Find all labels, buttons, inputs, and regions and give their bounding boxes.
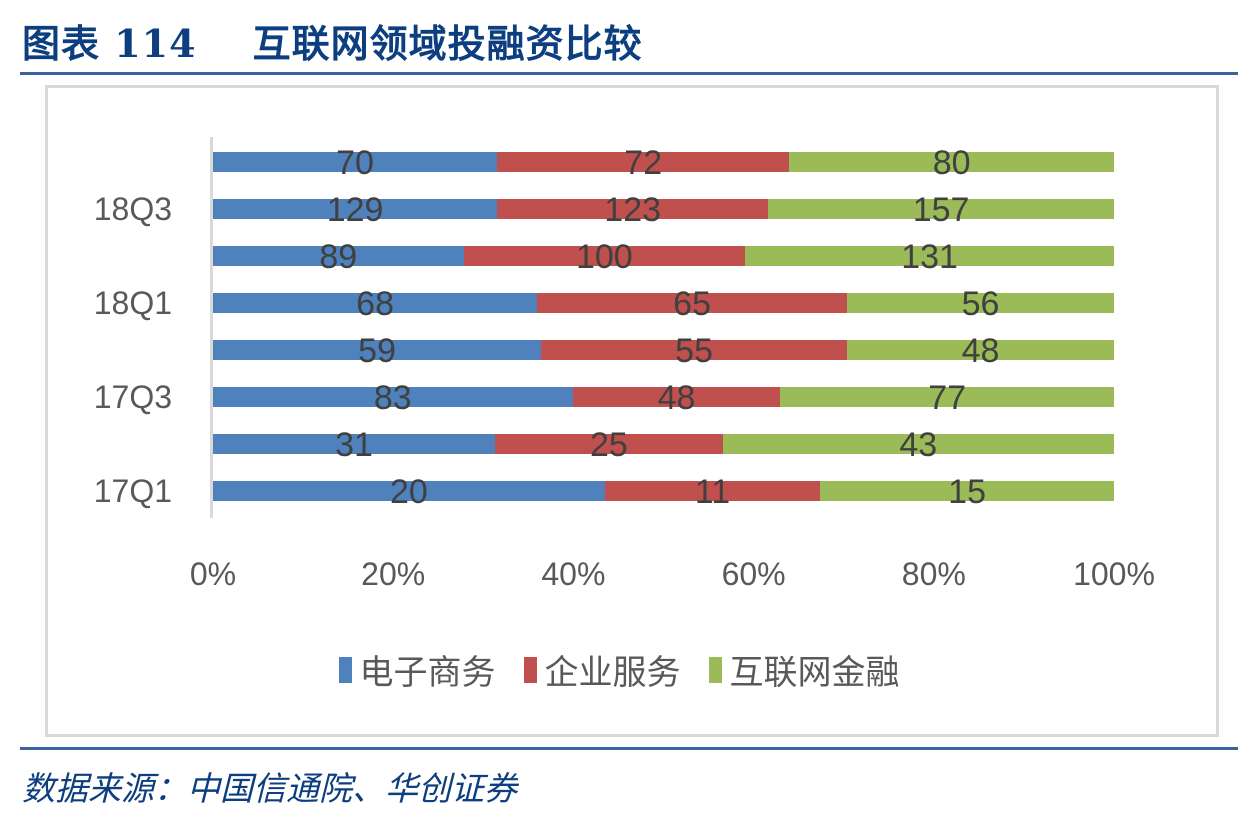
bar-segment: 59 <box>213 332 542 370</box>
figure-number: 图表 114 <box>22 20 197 66</box>
y-axis-label: 18Q3 <box>93 191 172 227</box>
data-label: 20 <box>389 473 428 511</box>
x-axis-tick: 60% <box>721 556 786 592</box>
bar-segment: 123 <box>497 191 769 229</box>
data-label: 25 <box>589 426 628 464</box>
bar-segment: 20 <box>213 473 605 511</box>
data-label: 68 <box>356 285 394 323</box>
bar-segment: 15 <box>820 473 1114 511</box>
x-axis-tick: 40% <box>541 556 606 592</box>
bar-segment: 89 <box>213 238 464 276</box>
data-label: 129 <box>326 191 384 229</box>
data-source: 数据来源：中国信通院、华创证券 <box>22 769 517 808</box>
bar-segment: 157 <box>768 191 1114 229</box>
bar-segment: 83 <box>213 379 573 417</box>
chart-title: 互联网领域投融资比较 <box>252 20 643 66</box>
bar-segment: 11 <box>604 473 821 511</box>
bar-segment: 77 <box>780 379 1114 417</box>
data-label: 48 <box>657 379 696 417</box>
data-label: 15 <box>948 473 986 511</box>
data-label: 89 <box>319 238 358 276</box>
data-label: 70 <box>336 144 374 182</box>
bar-row-18Q4: 70 72 80 <box>213 144 1114 182</box>
bar-row-18Q1: 68 65 56 <box>213 285 1114 323</box>
footer-divider <box>20 747 1238 750</box>
data-label: 72 <box>624 144 663 182</box>
y-axis-label: 17Q1 <box>93 473 172 509</box>
data-label: 77 <box>928 379 967 417</box>
data-label: 55 <box>675 332 713 370</box>
y-axis-label: 17Q3 <box>93 379 172 415</box>
legend-swatch-icon <box>708 656 722 683</box>
x-axis-tick: 20% <box>361 556 426 592</box>
bar-row-17Q3: 83 48 77 <box>213 379 1114 417</box>
legend-item-ecommerce: 电子商务 <box>338 645 496 694</box>
data-label: 123 <box>604 191 662 229</box>
data-label: 59 <box>358 332 396 370</box>
bar-segment: 131 <box>745 238 1114 276</box>
data-label: 43 <box>899 426 938 464</box>
x-axis-tick: 80% <box>901 556 966 592</box>
data-label: 100 <box>575 238 633 276</box>
legend-swatch-icon <box>338 656 352 683</box>
y-axis-label: 18Q1 <box>93 285 172 321</box>
bar-segment: 55 <box>541 332 848 370</box>
bar-segment: 72 <box>497 144 790 182</box>
bar-segment: 65 <box>537 285 848 323</box>
data-label: 83 <box>373 379 412 417</box>
legend-item-enterprise: 企业服务 <box>523 645 681 694</box>
legend-label: 互联网金融 <box>729 653 900 693</box>
bar-segment: 31 <box>213 426 496 464</box>
data-label: 48 <box>961 332 1000 370</box>
figure-title: 图表 114 互联网领域投融资比较 <box>22 12 643 68</box>
legend-label: 企业服务 <box>544 653 681 693</box>
bar-row-18Q3: 129 123 157 <box>213 191 1114 229</box>
bar-row-17Q2: 31 25 43 <box>213 426 1114 464</box>
data-label: 11 <box>694 473 731 511</box>
bar-segment: 68 <box>213 285 538 323</box>
bar-segment: 48 <box>847 332 1114 370</box>
y-axis-line <box>210 137 213 518</box>
x-axis-tick: 100% <box>1073 556 1155 592</box>
bar-segment: 48 <box>572 379 781 417</box>
title-divider <box>20 72 1238 75</box>
data-label: 31 <box>335 426 373 464</box>
x-axis-tick: 0% <box>189 556 237 592</box>
bar-row-17Q4: 59 55 48 <box>213 332 1114 370</box>
bar-row-17Q1: 20 11 15 <box>213 473 1114 511</box>
bar-segment: 25 <box>495 426 723 464</box>
data-label: 80 <box>932 144 971 182</box>
chart-frame <box>45 85 1219 737</box>
data-label: 65 <box>673 285 711 323</box>
bar-row-18Q2: 89 100 131 <box>213 238 1114 276</box>
data-label: 56 <box>961 285 1000 323</box>
data-label: 157 <box>912 191 970 229</box>
data-label: 131 <box>901 238 958 276</box>
bar-segment: 56 <box>847 285 1114 323</box>
legend-item-fintech: 互联网金融 <box>708 645 900 694</box>
bar-segment: 70 <box>213 144 498 182</box>
legend-label: 电子商务 <box>359 653 496 693</box>
bar-segment: 80 <box>789 144 1114 182</box>
legend: 电子商务 企业服务 互联网金融 <box>0 645 1238 694</box>
bar-segment: 100 <box>463 238 746 276</box>
bar-segment: 129 <box>213 191 498 229</box>
legend-swatch-icon <box>523 656 537 683</box>
bar-segment: 43 <box>722 426 1114 464</box>
